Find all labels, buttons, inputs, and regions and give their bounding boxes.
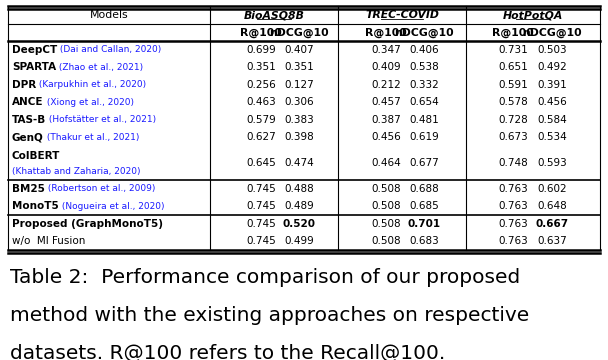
Text: 0.212: 0.212 bbox=[371, 80, 401, 90]
Text: (Robertson et al., 2009): (Robertson et al., 2009) bbox=[45, 184, 155, 193]
Text: 0.748: 0.748 bbox=[498, 158, 528, 168]
Text: 0.763: 0.763 bbox=[498, 201, 528, 211]
Text: 0.745: 0.745 bbox=[246, 236, 276, 246]
Text: 0.593: 0.593 bbox=[537, 158, 567, 168]
Text: 0.503: 0.503 bbox=[537, 45, 567, 55]
Text: (Dai and Callan, 2020): (Dai and Callan, 2020) bbox=[57, 45, 162, 54]
Text: 0.474: 0.474 bbox=[284, 158, 314, 168]
Text: 0.383: 0.383 bbox=[284, 115, 314, 125]
Text: (Xiong et al., 2020): (Xiong et al., 2020) bbox=[44, 98, 134, 107]
Text: 0.683: 0.683 bbox=[409, 236, 439, 246]
Text: 0.602: 0.602 bbox=[537, 184, 567, 194]
Text: 0.745: 0.745 bbox=[246, 184, 276, 194]
Text: 0.407: 0.407 bbox=[284, 45, 314, 55]
Text: 0.654: 0.654 bbox=[409, 97, 439, 107]
Text: 0.627: 0.627 bbox=[246, 132, 276, 142]
Text: R@100: R@100 bbox=[492, 27, 534, 38]
Text: ColBERT: ColBERT bbox=[12, 150, 60, 161]
Text: 0.406: 0.406 bbox=[409, 45, 439, 55]
Text: DeepCT: DeepCT bbox=[12, 45, 57, 55]
Text: 0.332: 0.332 bbox=[409, 80, 439, 90]
Text: 0.763: 0.763 bbox=[498, 184, 528, 194]
Text: 0.745: 0.745 bbox=[246, 219, 276, 229]
Text: 0.520: 0.520 bbox=[283, 219, 316, 229]
Text: ANCE: ANCE bbox=[12, 97, 44, 107]
Text: Models: Models bbox=[90, 10, 128, 20]
Text: 0.728: 0.728 bbox=[498, 115, 528, 125]
Text: 0.351: 0.351 bbox=[284, 62, 314, 72]
Text: Proposed (GraphMonoT5): Proposed (GraphMonoT5) bbox=[12, 219, 163, 229]
Text: 0.481: 0.481 bbox=[409, 115, 439, 125]
Text: 0.391: 0.391 bbox=[537, 80, 567, 90]
Text: SPARTA: SPARTA bbox=[12, 62, 56, 72]
Text: 0.645: 0.645 bbox=[246, 158, 276, 168]
Text: 0.499: 0.499 bbox=[284, 236, 314, 246]
Text: 0.584: 0.584 bbox=[537, 115, 567, 125]
Text: 0.591: 0.591 bbox=[498, 80, 528, 90]
Text: 0.457: 0.457 bbox=[371, 97, 401, 107]
Text: 0.688: 0.688 bbox=[409, 184, 439, 194]
Text: 0.508: 0.508 bbox=[371, 219, 401, 229]
Text: 0.731: 0.731 bbox=[498, 45, 528, 55]
Text: 0.464: 0.464 bbox=[371, 158, 401, 168]
Text: DPR: DPR bbox=[12, 80, 36, 90]
Text: 0.456: 0.456 bbox=[371, 132, 401, 142]
Text: GenQ: GenQ bbox=[12, 132, 44, 142]
Text: 0.534: 0.534 bbox=[537, 132, 567, 142]
Text: (Zhao et al., 2021): (Zhao et al., 2021) bbox=[56, 63, 143, 72]
Text: R@100: R@100 bbox=[240, 27, 282, 38]
Text: 0.488: 0.488 bbox=[284, 184, 314, 194]
Text: nDCG@10: nDCG@10 bbox=[269, 27, 329, 38]
Text: 0.579: 0.579 bbox=[246, 115, 276, 125]
Text: (Thakur et al., 2021): (Thakur et al., 2021) bbox=[44, 133, 139, 142]
Text: 0.578: 0.578 bbox=[498, 97, 528, 107]
Text: 0.677: 0.677 bbox=[409, 158, 439, 168]
Text: 0.651: 0.651 bbox=[498, 62, 528, 72]
Text: 0.508: 0.508 bbox=[371, 236, 401, 246]
Text: 0.127: 0.127 bbox=[284, 80, 314, 90]
Text: 0.763: 0.763 bbox=[498, 219, 528, 229]
Text: 0.409: 0.409 bbox=[371, 62, 401, 72]
Text: BioASQ8B: BioASQ8B bbox=[244, 10, 305, 20]
Text: w/o  MI Fusion: w/o MI Fusion bbox=[12, 236, 85, 246]
Text: 0.508: 0.508 bbox=[371, 184, 401, 194]
Text: 0.347: 0.347 bbox=[371, 45, 401, 55]
Text: 0.699: 0.699 bbox=[246, 45, 276, 55]
Text: (Nogueira et al., 2020): (Nogueira et al., 2020) bbox=[59, 202, 164, 211]
Text: 0.489: 0.489 bbox=[284, 201, 314, 211]
Text: Table 2:  Performance comparison of our proposed: Table 2: Performance comparison of our p… bbox=[10, 268, 520, 287]
Text: 0.685: 0.685 bbox=[409, 201, 439, 211]
Text: HotPotQA: HotPotQA bbox=[503, 10, 563, 20]
Text: datasets. R@100 refers to the Recall@100.: datasets. R@100 refers to the Recall@100… bbox=[10, 344, 445, 360]
Text: 0.256: 0.256 bbox=[246, 80, 276, 90]
Text: 0.667: 0.667 bbox=[536, 219, 568, 229]
Text: 0.387: 0.387 bbox=[371, 115, 401, 125]
Text: 0.648: 0.648 bbox=[537, 201, 567, 211]
Text: method with the existing approaches on respective: method with the existing approaches on r… bbox=[10, 306, 529, 325]
Text: 0.637: 0.637 bbox=[537, 236, 567, 246]
Text: 0.306: 0.306 bbox=[284, 97, 314, 107]
Text: nDCG@10: nDCG@10 bbox=[522, 27, 582, 38]
Text: BM25: BM25 bbox=[12, 184, 45, 194]
Text: 0.351: 0.351 bbox=[246, 62, 276, 72]
Text: 0.456: 0.456 bbox=[537, 97, 567, 107]
Text: 0.701: 0.701 bbox=[407, 219, 441, 229]
Text: 0.763: 0.763 bbox=[498, 236, 528, 246]
Text: 0.745: 0.745 bbox=[246, 201, 276, 211]
Text: R@100: R@100 bbox=[365, 27, 407, 38]
Text: 0.463: 0.463 bbox=[246, 97, 276, 107]
Text: 0.492: 0.492 bbox=[537, 62, 567, 72]
Text: (Karpukhin et al., 2020): (Karpukhin et al., 2020) bbox=[36, 80, 147, 89]
Text: 0.508: 0.508 bbox=[371, 201, 401, 211]
Text: 0.538: 0.538 bbox=[409, 62, 439, 72]
Text: nDCG@10: nDCG@10 bbox=[394, 27, 454, 38]
Text: 0.619: 0.619 bbox=[409, 132, 439, 142]
Text: (Khattab and Zaharia, 2020): (Khattab and Zaharia, 2020) bbox=[12, 167, 140, 176]
Text: 0.398: 0.398 bbox=[284, 132, 314, 142]
Text: (Hofstätter et al., 2021): (Hofstätter et al., 2021) bbox=[46, 115, 156, 124]
Text: TREC-COVID: TREC-COVID bbox=[365, 10, 439, 20]
Text: 0.673: 0.673 bbox=[498, 132, 528, 142]
Text: MonoT5: MonoT5 bbox=[12, 201, 59, 211]
Text: TAS-B: TAS-B bbox=[12, 115, 46, 125]
